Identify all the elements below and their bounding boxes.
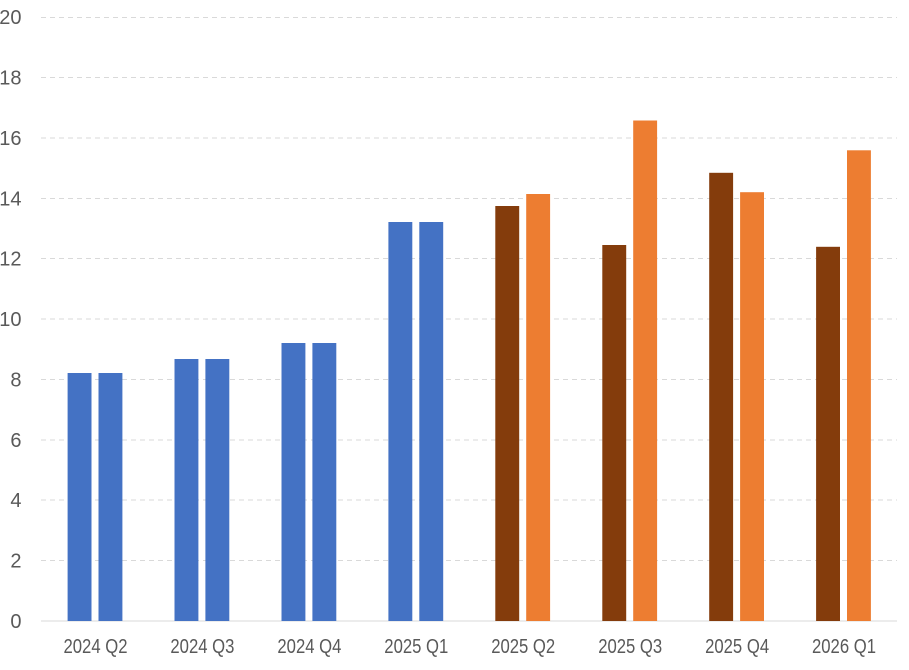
svg-text:20: 20 bbox=[0, 7, 22, 29]
svg-text:6: 6 bbox=[10, 430, 21, 452]
svg-text:14: 14 bbox=[0, 189, 22, 211]
svg-text:2024 Q3: 2024 Q3 bbox=[170, 636, 234, 658]
svg-text:2026 Q1: 2026 Q1 bbox=[812, 636, 876, 658]
svg-text:2025 Q2: 2025 Q2 bbox=[491, 636, 555, 658]
svg-text:18: 18 bbox=[0, 68, 22, 90]
svg-text:0: 0 bbox=[10, 611, 21, 633]
svg-text:12: 12 bbox=[0, 249, 22, 271]
svg-text:16: 16 bbox=[0, 128, 22, 150]
svg-text:2025 Q1: 2025 Q1 bbox=[384, 636, 448, 658]
svg-text:10: 10 bbox=[0, 309, 22, 331]
svg-text:4: 4 bbox=[10, 490, 21, 512]
svg-text:2024 Q4: 2024 Q4 bbox=[277, 636, 341, 658]
svg-text:2025 Q4: 2025 Q4 bbox=[705, 636, 769, 658]
svg-text:8: 8 bbox=[10, 370, 21, 392]
svg-text:2025 Q3: 2025 Q3 bbox=[598, 636, 662, 658]
svg-text:2024 Q2: 2024 Q2 bbox=[64, 636, 128, 658]
svg-text:2: 2 bbox=[10, 551, 21, 573]
